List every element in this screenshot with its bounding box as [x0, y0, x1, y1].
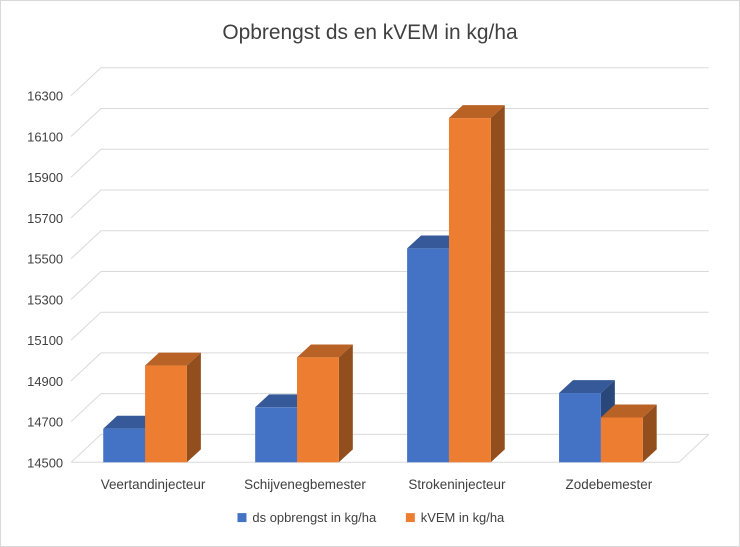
gridline [70, 393, 709, 422]
y-tick-label: 15100 [27, 333, 63, 348]
legend-label-ds: ds opbrengst in kg/ha [252, 510, 377, 525]
y-tick-label: 16100 [27, 129, 63, 144]
legend-swatch-ds [237, 513, 247, 523]
gridline [70, 311, 709, 341]
bar-kvem-1 [297, 344, 353, 463]
gridline [70, 107, 709, 137]
y-tick-label: 14700 [27, 415, 63, 430]
gridline [70, 270, 709, 300]
gridline [70, 148, 709, 178]
y-axis-ticks: 14500 14700 14900 15100 15300 15500 15700 15900… [27, 89, 63, 471]
category-label: Zodebemester [566, 477, 653, 492]
category-label: Veertandinjecteur [101, 477, 206, 492]
legend-swatch-kvem [405, 513, 415, 523]
legend-label-kvem: kVEM in kg/ha [421, 510, 505, 525]
bar-kvem-3 [600, 404, 657, 463]
chart-title: Opbrengst ds en kVEM in kg/ha [222, 21, 518, 44]
gridline [70, 67, 709, 97]
gridline [70, 433, 709, 463]
y-tick-label: 16300 [27, 89, 63, 104]
bar-kvem-2 [448, 105, 505, 463]
floor-side [678, 434, 710, 463]
bar-kvem-0 [145, 352, 201, 463]
y-tick-label: 15700 [27, 211, 63, 226]
y-tick-label: 15900 [27, 170, 63, 185]
y-tick-label: 15300 [27, 292, 63, 307]
y-tick-label: 14900 [27, 374, 63, 389]
gridline [70, 230, 709, 259]
legend: ds opbrengst in kg/ha kVEM in kg/ha [237, 510, 505, 525]
gridline [70, 189, 709, 219]
y-tick-label: 15500 [27, 252, 63, 267]
category-label: Schijvenegbemester [244, 477, 366, 492]
category-label: Strokeninjecteur [408, 477, 506, 492]
y-tick-label: 14500 [27, 455, 63, 470]
bars [103, 105, 657, 463]
gridline [70, 352, 709, 382]
category-labels: Veertandinjecteur Schijvenegbemester Strok… [101, 477, 653, 492]
